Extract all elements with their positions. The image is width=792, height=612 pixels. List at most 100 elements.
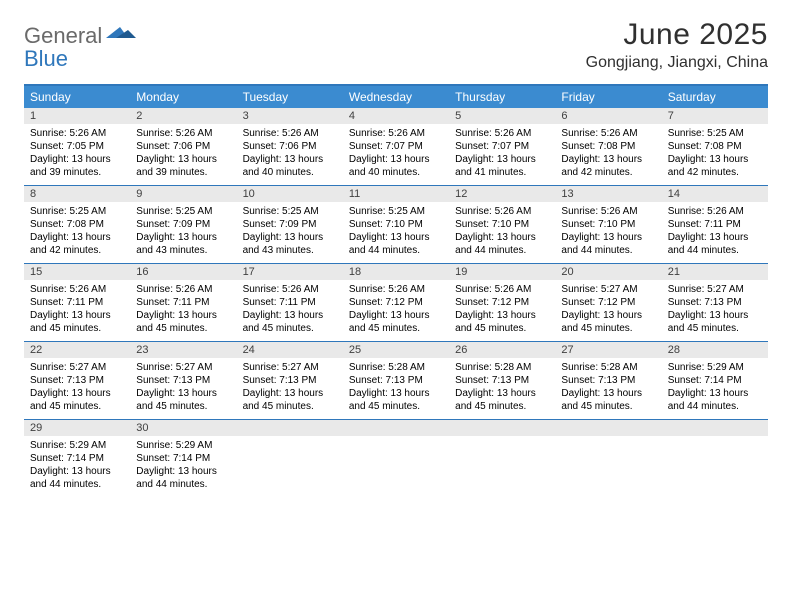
sunrise-text: Sunrise: 5:26 AM — [455, 127, 549, 140]
daylight-text-1: Daylight: 13 hours — [455, 309, 549, 322]
day-cell: Sunrise: 5:29 AMSunset: 7:14 PMDaylight:… — [24, 436, 130, 497]
sunrise-text: Sunrise: 5:25 AM — [349, 205, 443, 218]
day-content-band: Sunrise: 5:27 AMSunset: 7:13 PMDaylight:… — [24, 358, 768, 419]
day-number: 4 — [343, 108, 449, 124]
sunrise-text: Sunrise: 5:26 AM — [455, 283, 549, 296]
daylight-text-1: Daylight: 13 hours — [349, 309, 443, 322]
daylight-text-2: and 45 minutes. — [30, 400, 124, 413]
sunset-text: Sunset: 7:08 PM — [668, 140, 762, 153]
month-title: June 2025 — [586, 18, 768, 52]
daylight-text-1: Daylight: 13 hours — [561, 231, 655, 244]
day-number: 20 — [555, 264, 661, 280]
week-row: 22232425262728Sunrise: 5:27 AMSunset: 7:… — [24, 341, 768, 419]
sunset-text: Sunset: 7:13 PM — [561, 374, 655, 387]
daylight-text-2: and 41 minutes. — [455, 166, 549, 179]
sunrise-text: Sunrise: 5:29 AM — [668, 361, 762, 374]
day-cell — [449, 436, 555, 497]
daylight-text-1: Daylight: 13 hours — [349, 387, 443, 400]
day-number: 8 — [24, 186, 130, 202]
daylight-text-2: and 45 minutes. — [455, 400, 549, 413]
daylight-text-1: Daylight: 13 hours — [455, 153, 549, 166]
daylight-text-2: and 45 minutes. — [136, 400, 230, 413]
sunrise-text: Sunrise: 5:27 AM — [30, 361, 124, 374]
day-number: 24 — [237, 342, 343, 358]
daynum-band: 22232425262728 — [24, 342, 768, 358]
day-cell: Sunrise: 5:26 AMSunset: 7:11 PMDaylight:… — [237, 280, 343, 341]
sunset-text: Sunset: 7:11 PM — [30, 296, 124, 309]
day-number: 18 — [343, 264, 449, 280]
daylight-text-2: and 45 minutes. — [349, 400, 443, 413]
logo-text: General Blue — [24, 24, 102, 70]
daylight-text-2: and 44 minutes. — [136, 478, 230, 491]
daylight-text-1: Daylight: 13 hours — [243, 153, 337, 166]
day-number: 28 — [662, 342, 768, 358]
day-cell: Sunrise: 5:26 AMSunset: 7:07 PMDaylight:… — [449, 124, 555, 185]
sunrise-text: Sunrise: 5:26 AM — [561, 205, 655, 218]
sunset-text: Sunset: 7:13 PM — [349, 374, 443, 387]
sunrise-text: Sunrise: 5:28 AM — [455, 361, 549, 374]
sunset-text: Sunset: 7:13 PM — [243, 374, 337, 387]
sunrise-text: Sunrise: 5:25 AM — [668, 127, 762, 140]
day-number: 17 — [237, 264, 343, 280]
daylight-text-2: and 44 minutes. — [668, 244, 762, 257]
day-cell: Sunrise: 5:26 AMSunset: 7:08 PMDaylight:… — [555, 124, 661, 185]
sunset-text: Sunset: 7:12 PM — [561, 296, 655, 309]
week-row: 1234567Sunrise: 5:26 AMSunset: 7:05 PMDa… — [24, 108, 768, 185]
weekday-thursday: Thursday — [449, 86, 555, 108]
day-number: 15 — [24, 264, 130, 280]
daylight-text-2: and 42 minutes. — [668, 166, 762, 179]
sunset-text: Sunset: 7:07 PM — [349, 140, 443, 153]
daylight-text-2: and 44 minutes. — [561, 244, 655, 257]
sunrise-text: Sunrise: 5:26 AM — [668, 205, 762, 218]
day-number: 11 — [343, 186, 449, 202]
day-number: 23 — [130, 342, 236, 358]
daylight-text-1: Daylight: 13 hours — [136, 387, 230, 400]
daylight-text-2: and 45 minutes. — [243, 322, 337, 335]
sunrise-text: Sunrise: 5:27 AM — [561, 283, 655, 296]
day-cell: Sunrise: 5:25 AMSunset: 7:09 PMDaylight:… — [237, 202, 343, 263]
day-cell: Sunrise: 5:29 AMSunset: 7:14 PMDaylight:… — [662, 358, 768, 419]
sunrise-text: Sunrise: 5:27 AM — [136, 361, 230, 374]
daylight-text-1: Daylight: 13 hours — [30, 153, 124, 166]
sunset-text: Sunset: 7:08 PM — [561, 140, 655, 153]
sunset-text: Sunset: 7:13 PM — [455, 374, 549, 387]
daylight-text-1: Daylight: 13 hours — [455, 231, 549, 244]
day-cell: Sunrise: 5:25 AMSunset: 7:08 PMDaylight:… — [662, 124, 768, 185]
daylight-text-1: Daylight: 13 hours — [243, 387, 337, 400]
header: General Blue June 2025 Gongjiang, Jiangx… — [24, 18, 768, 72]
day-number: 16 — [130, 264, 236, 280]
daylight-text-1: Daylight: 13 hours — [30, 309, 124, 322]
sunset-text: Sunset: 7:11 PM — [243, 296, 337, 309]
daylight-text-1: Daylight: 13 hours — [243, 309, 337, 322]
day-number: 10 — [237, 186, 343, 202]
day-cell: Sunrise: 5:27 AMSunset: 7:13 PMDaylight:… — [662, 280, 768, 341]
daylight-text-1: Daylight: 13 hours — [668, 309, 762, 322]
daylight-text-2: and 40 minutes. — [349, 166, 443, 179]
daylight-text-1: Daylight: 13 hours — [668, 231, 762, 244]
day-cell: Sunrise: 5:29 AMSunset: 7:14 PMDaylight:… — [130, 436, 236, 497]
day-cell: Sunrise: 5:26 AMSunset: 7:11 PMDaylight:… — [130, 280, 236, 341]
daylight-text-2: and 45 minutes. — [561, 400, 655, 413]
sunrise-text: Sunrise: 5:26 AM — [561, 127, 655, 140]
day-cell: Sunrise: 5:27 AMSunset: 7:13 PMDaylight:… — [24, 358, 130, 419]
sunrise-text: Sunrise: 5:26 AM — [136, 283, 230, 296]
daylight-text-1: Daylight: 13 hours — [561, 153, 655, 166]
weekday-sunday: Sunday — [24, 86, 130, 108]
day-number: 25 — [343, 342, 449, 358]
daylight-text-2: and 45 minutes. — [30, 322, 124, 335]
sunset-text: Sunset: 7:12 PM — [349, 296, 443, 309]
daynum-band: 891011121314 — [24, 186, 768, 202]
sunset-text: Sunset: 7:13 PM — [136, 374, 230, 387]
sunrise-text: Sunrise: 5:26 AM — [30, 283, 124, 296]
day-cell: Sunrise: 5:26 AMSunset: 7:11 PMDaylight:… — [24, 280, 130, 341]
day-number: 1 — [24, 108, 130, 124]
daylight-text-1: Daylight: 13 hours — [243, 231, 337, 244]
day-number: 21 — [662, 264, 768, 280]
daylight-text-2: and 42 minutes. — [561, 166, 655, 179]
day-cell — [662, 436, 768, 497]
daylight-text-1: Daylight: 13 hours — [136, 465, 230, 478]
sunrise-text: Sunrise: 5:28 AM — [349, 361, 443, 374]
logo-mark-icon — [106, 24, 136, 46]
day-cell: Sunrise: 5:28 AMSunset: 7:13 PMDaylight:… — [343, 358, 449, 419]
day-number: 19 — [449, 264, 555, 280]
